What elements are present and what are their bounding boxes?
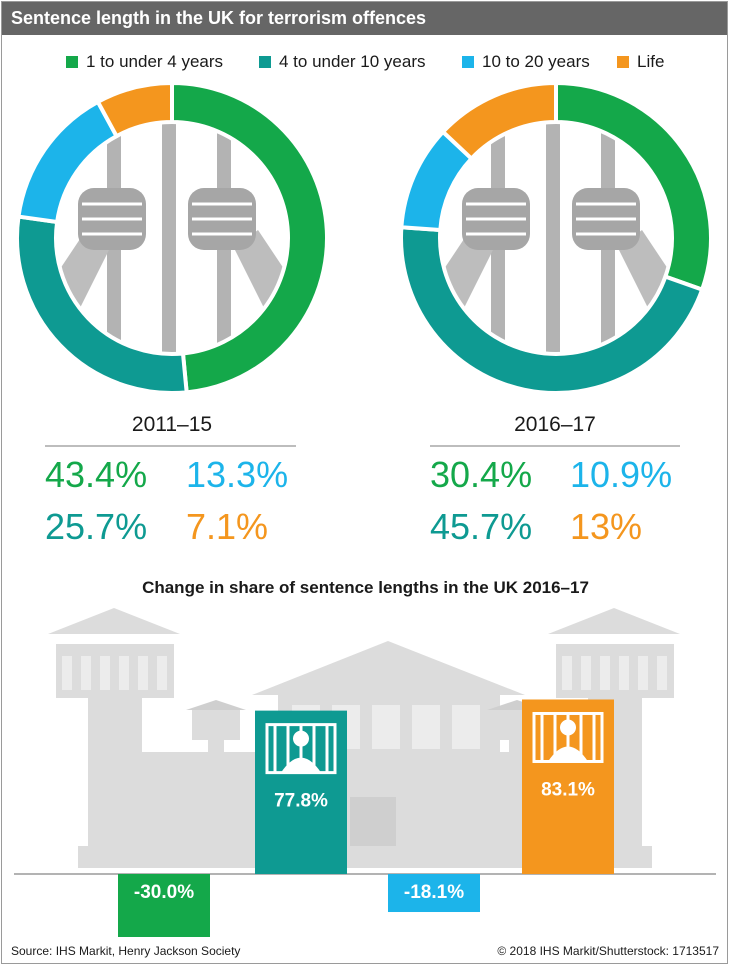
hut-roof — [186, 700, 246, 710]
tower-cabin — [56, 644, 174, 698]
ground-platform — [78, 846, 652, 868]
donut-slice-4-to-under-10-years — [399, 225, 705, 395]
hut-post — [208, 740, 224, 754]
value-2016-17-4-to-10-years: 45.7% — [430, 506, 533, 547]
tower-rail — [62, 656, 72, 690]
change-bar — [388, 874, 480, 913]
donut-slice-life — [440, 80, 558, 162]
copyright-note: © 2018 IHS Markit/Shutterstock: 1713517 — [497, 944, 719, 958]
legend-label: 1 to under 4 years — [86, 52, 224, 71]
legend-swatch — [259, 56, 271, 68]
tower-rail — [657, 656, 667, 690]
tower-pillar — [88, 698, 142, 858]
change-bar-label: 83.1% — [541, 779, 595, 800]
value-2011-15-4-to-10-years: 25.7% — [45, 506, 148, 547]
building-window — [372, 705, 400, 749]
legend-swatch — [462, 56, 474, 68]
fist-right — [188, 188, 256, 250]
tower-rail — [138, 656, 148, 690]
tower-rail — [157, 656, 167, 690]
source-note: Source: IHS Markit, Henry Jackson Societ… — [11, 944, 241, 958]
tower-roof — [48, 608, 180, 634]
bars-art-2016-17 — [440, 122, 672, 354]
value-2011-15-10-to-20-years: 13.3% — [186, 454, 289, 495]
donut-2011-15 — [15, 80, 329, 395]
hut-body — [192, 710, 240, 740]
value-2011-15-1-to-4-years: 43.4% — [45, 454, 148, 495]
donut-slice-1-to-under-4-years — [170, 80, 329, 395]
donut-2016-17 — [399, 80, 713, 395]
bar — [546, 122, 560, 354]
legend-swatch — [66, 56, 78, 68]
value-2011-15-life: 7.1% — [186, 506, 269, 547]
tower-rail — [119, 656, 129, 690]
change-bar-label: -18.1% — [404, 882, 464, 903]
change-bar-group: 83.1% — [522, 699, 614, 874]
change-bar-group: -30.0% — [118, 874, 210, 937]
tower-rail — [100, 656, 110, 690]
change-bar-label: -30.0% — [134, 882, 194, 903]
tower-roof — [548, 608, 680, 634]
change-bar-group: -18.1% — [388, 874, 480, 913]
divider-2011-15 — [45, 445, 296, 447]
tower-rail — [600, 656, 610, 690]
change-chart-title: Change in share of sentence lengths in t… — [142, 578, 589, 597]
tower-rail — [562, 656, 572, 690]
tower-rail — [638, 656, 648, 690]
legend-label: 10 to 20 years — [482, 52, 590, 71]
legend-item-4-to-10-years: 4 to under 10 years — [259, 50, 425, 74]
divider-2016-17 — [430, 445, 680, 447]
hut-post — [509, 740, 525, 754]
building-roof — [252, 641, 525, 695]
change-bar — [118, 874, 210, 937]
value-2016-17-1-to-4-years: 30.4% — [430, 454, 533, 495]
building-window — [452, 705, 480, 749]
period-label-2011-15: 2011–15 — [131, 413, 213, 436]
tower-cabin — [556, 644, 674, 698]
fist-left — [78, 188, 146, 250]
fist-left — [462, 188, 530, 250]
legend-item-life: Life — [617, 50, 664, 74]
change-bar-label: 77.8% — [274, 791, 328, 812]
legend-label: Life — [637, 52, 665, 71]
fist-right — [572, 188, 640, 250]
legend-swatch — [617, 56, 629, 68]
tower-rail — [81, 656, 91, 690]
legend-label: 4 to under 10 years — [279, 52, 426, 71]
bars-group — [440, 122, 672, 354]
value-2016-17-life: 13% — [570, 506, 643, 547]
legend-item-1-to-4-years: 1 to under 4 years — [66, 50, 223, 74]
prison-gate — [350, 797, 396, 847]
legend-item-10-to-20-years: 10 to 20 years — [462, 50, 590, 74]
chart-title: Sentence length in the UK for terrorism … — [2, 2, 727, 35]
period-label-2016-17: 2016–17 — [514, 413, 596, 436]
bar — [162, 122, 176, 354]
value-2016-17-10-to-20-years: 10.9% — [570, 454, 673, 495]
donut-slice-life — [95, 80, 174, 139]
tower-rail — [619, 656, 629, 690]
tower-rail — [581, 656, 591, 690]
building-window — [412, 705, 440, 749]
change-bar-group: 77.8% — [255, 710, 347, 874]
